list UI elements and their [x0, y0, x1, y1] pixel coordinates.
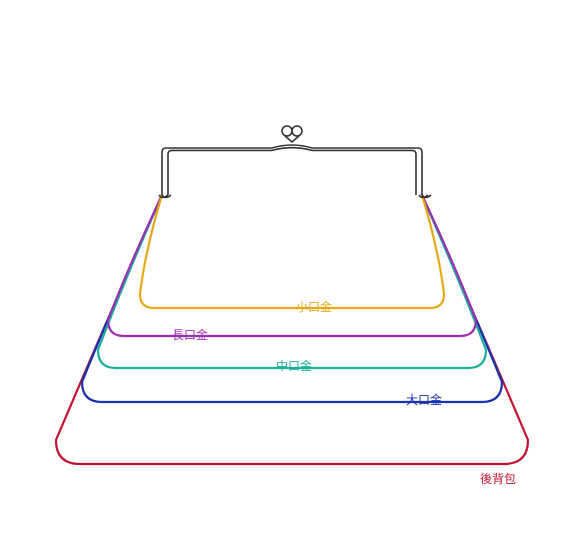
bag-outline-backpack: [56, 195, 528, 464]
bag-outline-medium: [98, 195, 486, 368]
label-long: 長口金: [172, 326, 208, 343]
label-backpack: 後背包: [480, 470, 516, 487]
label-large: 大口金: [406, 391, 442, 408]
label-small: 小口金: [296, 298, 332, 315]
bag-size-diagram: [0, 0, 583, 551]
clasp-frame-outer: [162, 145, 422, 195]
bag-outline-long: [108, 195, 476, 336]
clasp-frame-inner: [168, 148, 416, 195]
label-medium: 中口金: [276, 357, 312, 374]
bag-outline-small: [140, 195, 444, 308]
clasp-hinge-right: [419, 195, 431, 198]
clasp-ball-left: [282, 126, 292, 136]
clasp-ball-right: [292, 126, 302, 136]
clasp-neck: [285, 136, 299, 142]
